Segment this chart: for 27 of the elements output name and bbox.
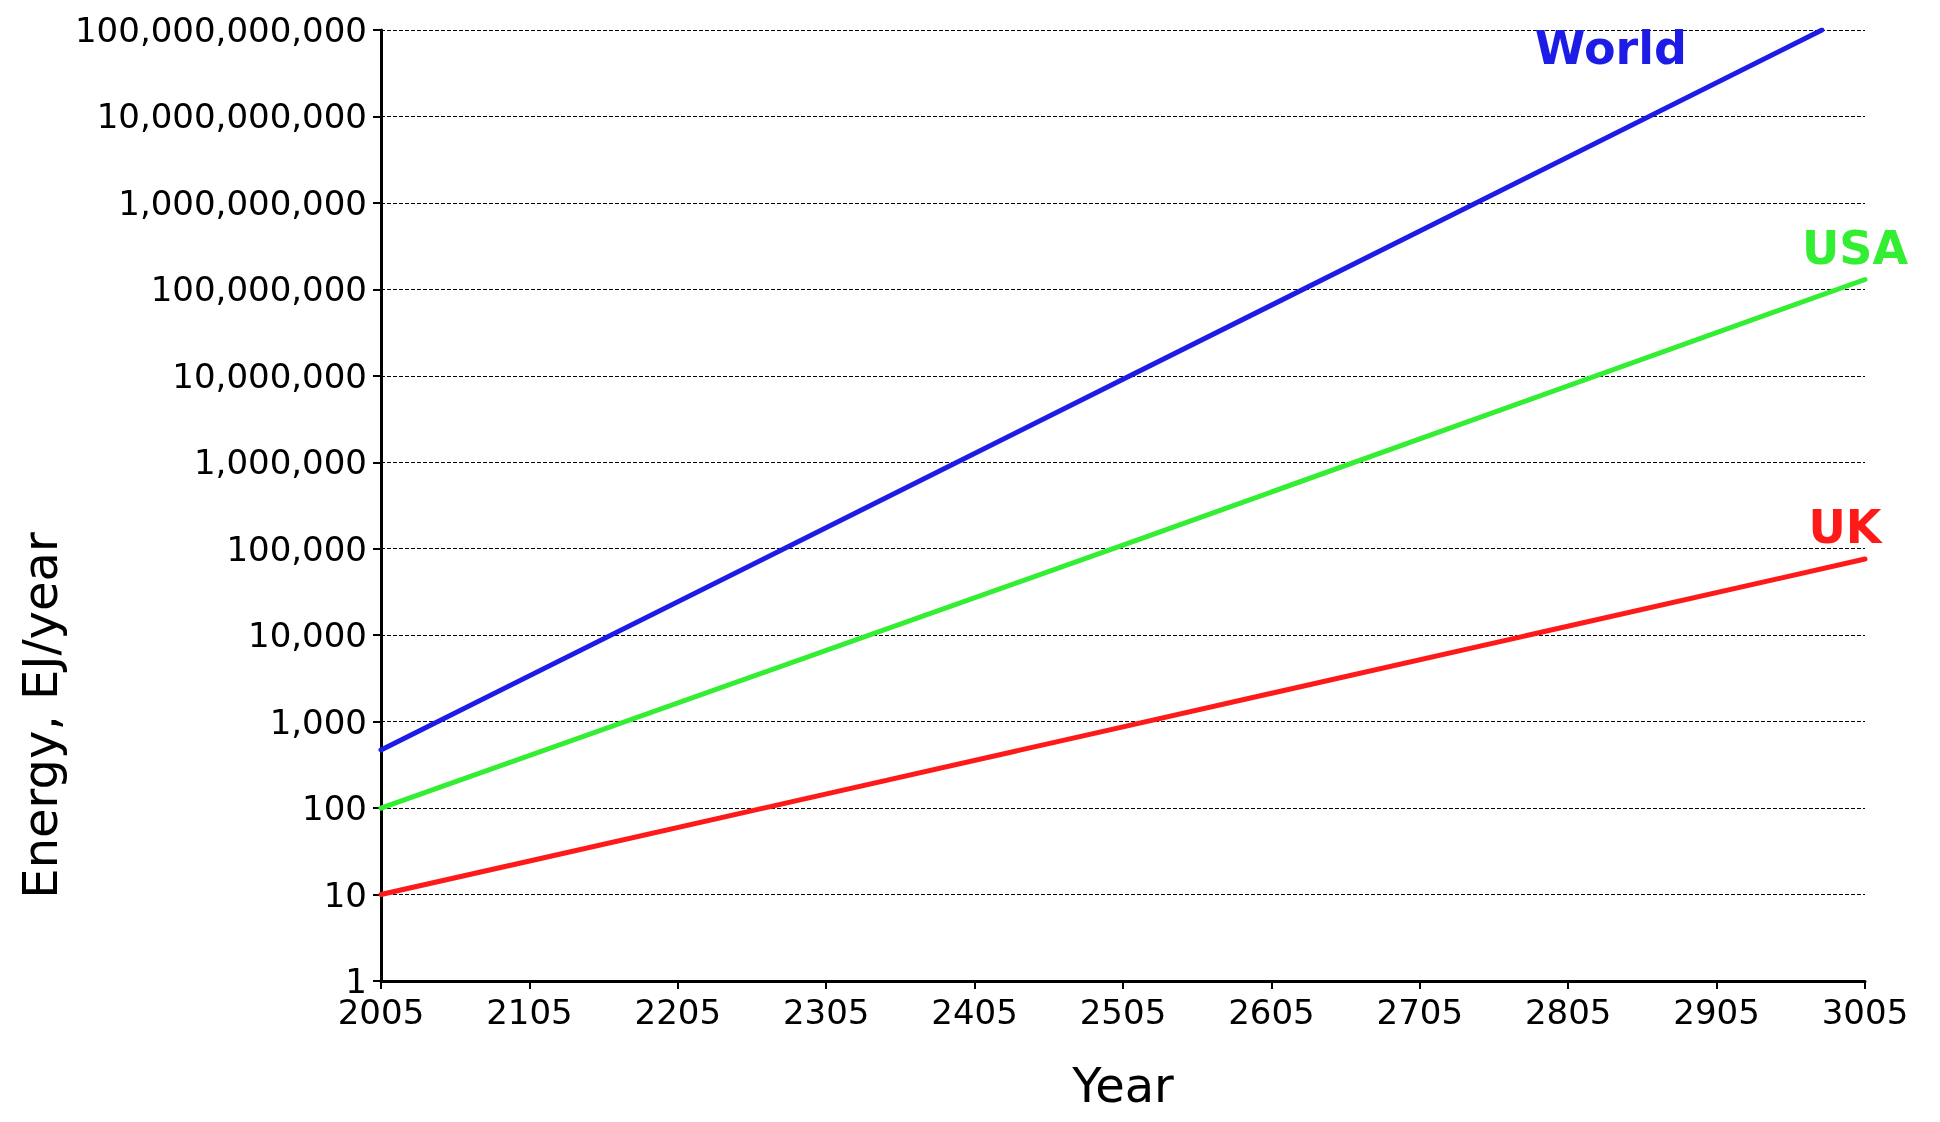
y-tick-label: 1,000,000,000: [118, 182, 367, 223]
y-tick-label: 10,000: [248, 615, 367, 656]
y-tick-label: 100: [302, 788, 367, 829]
series-label: USA: [1801, 220, 1909, 275]
x-tick-label: 2805: [1524, 992, 1612, 1032]
x-tick-label: 2205: [634, 992, 722, 1032]
x-tick-label: 2405: [931, 992, 1018, 1032]
y-tick-label: 10,000,000,000: [96, 96, 367, 137]
x-tick-label: 2505: [1079, 992, 1167, 1032]
x-axis-title: Year: [1071, 1057, 1175, 1113]
x-tick-label: 2705: [1376, 992, 1464, 1032]
y-tick-label: 10: [323, 874, 367, 915]
x-tick-label: 2605: [1228, 992, 1315, 1032]
series-label: UK: [1808, 500, 1884, 555]
x-tick-label: 2005: [337, 992, 425, 1032]
y-tick-label: 1,000,000: [193, 442, 367, 483]
y-tick-label: 100,000,000: [150, 269, 367, 310]
y-axis-title: Energy, EJ/year: [12, 532, 69, 899]
x-tick-label: 2905: [1673, 992, 1760, 1032]
x-tick-label: 2305: [782, 992, 870, 1032]
y-tick-label: 100,000: [226, 528, 367, 569]
y-tick-label: 100,000,000,000: [74, 10, 367, 50]
y-tick-label: 10,000,000: [172, 355, 367, 396]
y-tick-label: 1,000: [269, 701, 367, 742]
series-label: World: [1534, 21, 1687, 75]
x-tick-label: 2105: [486, 992, 573, 1032]
x-tick-label: 3005: [1821, 992, 1909, 1032]
